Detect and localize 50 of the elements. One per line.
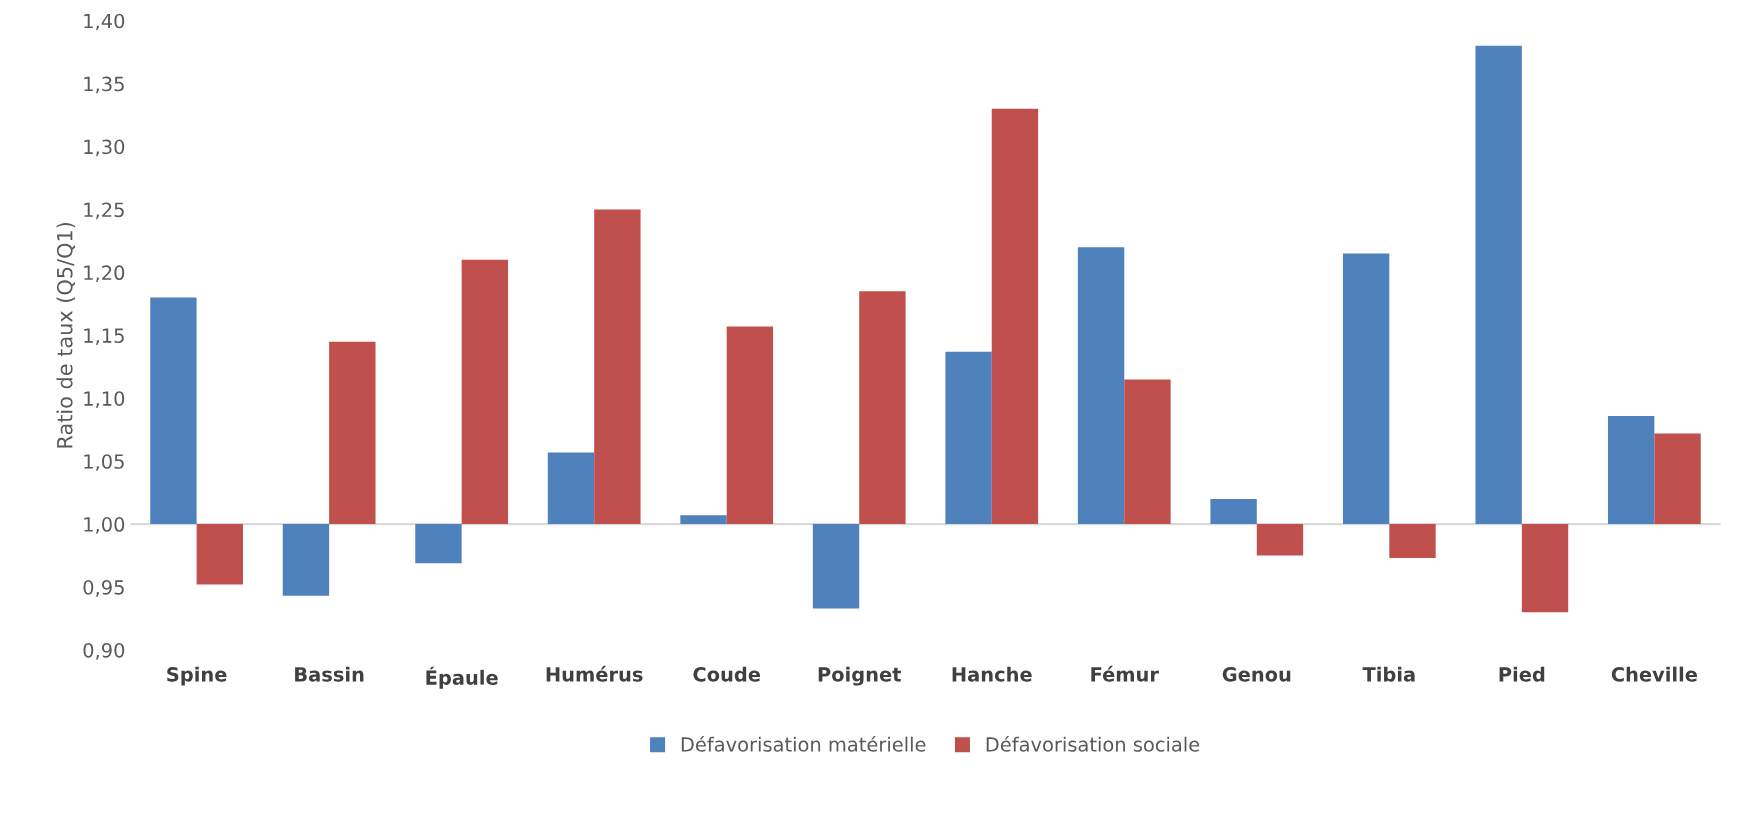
x-tick-label: Hanche xyxy=(952,666,1032,682)
bar xyxy=(594,209,641,525)
bar xyxy=(812,524,860,609)
x-tick-label: Cheville xyxy=(1611,666,1697,682)
bar xyxy=(1342,253,1390,525)
y-tick-label: 0,90 xyxy=(83,642,125,660)
bar xyxy=(1607,415,1655,525)
bar xyxy=(1210,498,1257,525)
x-tick-label: Bassin xyxy=(295,666,364,682)
x-tick-label: Fémur xyxy=(1091,665,1159,682)
x-tick-label: Poignet xyxy=(818,666,902,686)
y-tick-label: 1,10 xyxy=(84,391,125,408)
bar xyxy=(547,452,595,525)
y-tick-label: 1,30 xyxy=(84,139,125,157)
x-tick-label: Épaule xyxy=(426,666,498,689)
bar xyxy=(945,351,992,525)
bar xyxy=(461,259,509,525)
x-tick-label: Coude xyxy=(693,666,761,682)
bar xyxy=(415,524,462,564)
bar xyxy=(282,524,330,596)
y-tick-label: 1,40 xyxy=(84,13,125,31)
bar xyxy=(1475,45,1522,525)
bar xyxy=(1654,433,1701,525)
bar xyxy=(329,341,376,525)
bar xyxy=(1256,524,1304,556)
x-tick-label: Genou xyxy=(1222,666,1291,682)
y-tick-label: 1,20 xyxy=(84,265,125,283)
y-tick-label: 1,15 xyxy=(84,328,124,345)
legend-label: Défavorisation sociale xyxy=(986,735,1200,752)
legend-label: Défavorisation matérielle xyxy=(681,735,926,752)
y-tick-label: 1,35 xyxy=(84,76,124,94)
y-axis-title: Ratio de taux (Q5/Q1) xyxy=(56,222,76,448)
bar xyxy=(859,291,906,525)
bar xyxy=(1521,524,1569,613)
bar xyxy=(680,515,727,525)
y-tick-label: 0,95 xyxy=(83,580,124,597)
bar xyxy=(1389,524,1436,559)
bar xyxy=(726,326,774,525)
bar xyxy=(196,524,243,585)
x-tick-label: Humérus xyxy=(546,665,643,682)
x-tick-label: Pied xyxy=(1499,666,1545,682)
y-tick-label: 1,05 xyxy=(84,454,124,471)
y-tick-label: 1,25 xyxy=(84,202,124,220)
x-tick-label: Tibia xyxy=(1362,666,1415,682)
bar xyxy=(150,297,197,525)
bar xyxy=(1077,247,1125,525)
bar xyxy=(1124,379,1171,525)
y-tick-label: 1,00 xyxy=(84,517,125,534)
bar xyxy=(991,108,1039,525)
x-tick-label: Spine xyxy=(167,666,227,686)
